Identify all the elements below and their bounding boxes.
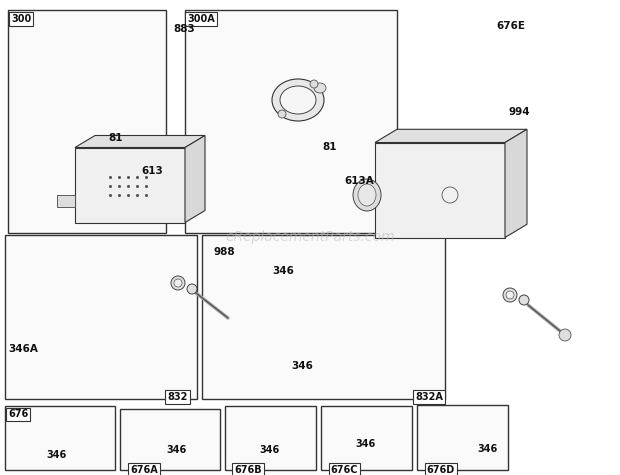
Text: 346: 346 xyxy=(273,266,294,276)
Text: 676D: 676D xyxy=(427,465,455,475)
Text: 832: 832 xyxy=(167,392,188,402)
Ellipse shape xyxy=(358,184,376,206)
Text: 346: 346 xyxy=(355,439,376,449)
Text: 676A: 676A xyxy=(130,465,158,475)
Text: 676: 676 xyxy=(8,409,29,419)
Ellipse shape xyxy=(280,86,316,114)
Bar xyxy=(375,142,505,238)
Polygon shape xyxy=(185,135,205,222)
Polygon shape xyxy=(375,129,527,142)
Text: 883: 883 xyxy=(174,24,195,35)
Bar xyxy=(5,235,197,399)
Text: 613A: 613A xyxy=(344,175,374,186)
Circle shape xyxy=(503,288,517,302)
Circle shape xyxy=(174,279,182,287)
Text: 988: 988 xyxy=(214,247,236,257)
Ellipse shape xyxy=(314,83,326,93)
Ellipse shape xyxy=(272,79,324,121)
Text: eReplacementParts.com: eReplacementParts.com xyxy=(225,230,395,245)
Text: 613: 613 xyxy=(141,166,163,176)
Circle shape xyxy=(171,276,185,290)
Text: 346: 346 xyxy=(46,450,67,460)
Text: 346: 346 xyxy=(166,445,187,456)
Circle shape xyxy=(559,329,571,341)
Ellipse shape xyxy=(353,179,381,211)
Bar xyxy=(417,405,508,470)
Bar xyxy=(185,10,397,233)
Bar xyxy=(202,235,445,399)
Circle shape xyxy=(310,80,318,88)
Text: 346A: 346A xyxy=(8,344,38,354)
Circle shape xyxy=(187,284,197,294)
Text: 676E: 676E xyxy=(496,21,525,31)
Bar xyxy=(120,409,220,470)
Text: 676B: 676B xyxy=(234,465,262,475)
Text: 346: 346 xyxy=(291,361,313,371)
Text: 346: 346 xyxy=(477,444,498,454)
Polygon shape xyxy=(57,195,75,207)
Circle shape xyxy=(519,295,529,305)
Bar xyxy=(321,406,412,470)
Text: 832A: 832A xyxy=(415,392,443,402)
Polygon shape xyxy=(505,129,527,238)
Bar xyxy=(8,10,166,233)
Bar xyxy=(225,406,316,470)
Circle shape xyxy=(506,291,514,299)
Text: 676C: 676C xyxy=(330,465,358,475)
Text: 994: 994 xyxy=(508,106,530,117)
Text: 81: 81 xyxy=(108,133,123,143)
Text: 81: 81 xyxy=(322,142,337,152)
Text: 300A: 300A xyxy=(187,14,215,24)
Bar xyxy=(75,148,185,222)
Circle shape xyxy=(278,110,286,118)
Text: 346: 346 xyxy=(259,445,280,456)
Bar xyxy=(5,406,115,470)
Polygon shape xyxy=(75,135,205,148)
Text: 300: 300 xyxy=(11,14,32,24)
